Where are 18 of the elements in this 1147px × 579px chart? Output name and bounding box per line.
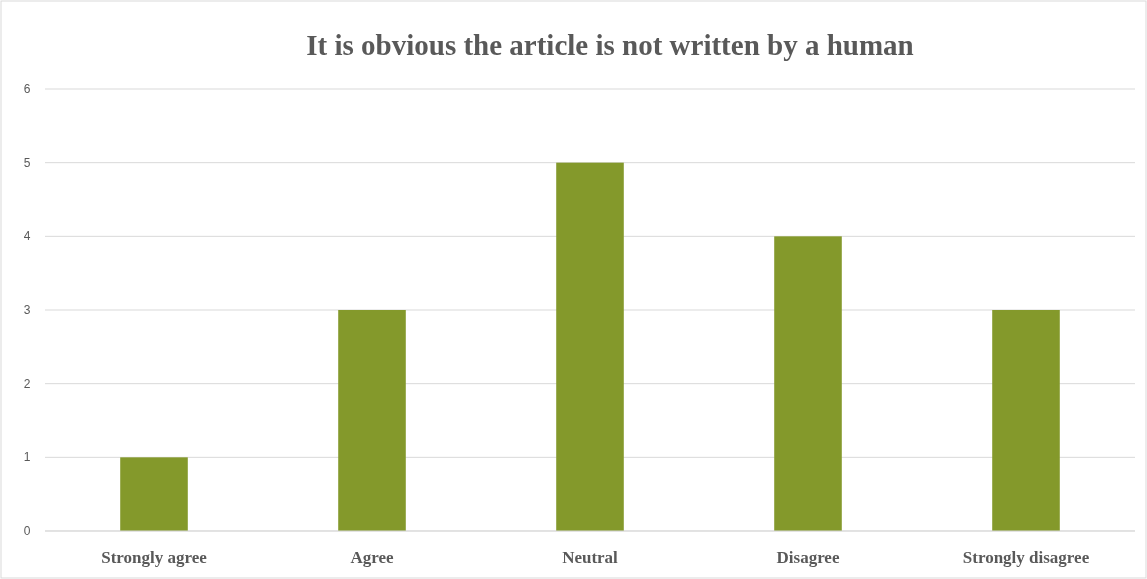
x-tick-label: Disagree [776, 548, 840, 567]
bar [338, 310, 406, 531]
x-tick-label: Strongly disagree [962, 548, 1090, 567]
y-tick-label: 3 [23, 303, 31, 317]
y-tick-label: 5 [23, 155, 31, 170]
bar [120, 457, 188, 531]
y-tick-label: 1 [23, 450, 31, 465]
bar [774, 236, 842, 531]
y-tick-label: 6 [23, 82, 31, 96]
y-tick-label: 4 [23, 229, 31, 244]
x-tick-label: Agree [350, 548, 395, 567]
bar [556, 162, 624, 531]
chart-title: It is obvious the article is not written by a human [306, 29, 914, 61]
y-tick-label: 2 [23, 376, 31, 391]
x-tick-label: Neutral [562, 548, 619, 567]
y-tick-label: 0 [23, 524, 31, 538]
bar [992, 310, 1060, 531]
x-tick-label: Strongly agree [101, 548, 208, 567]
